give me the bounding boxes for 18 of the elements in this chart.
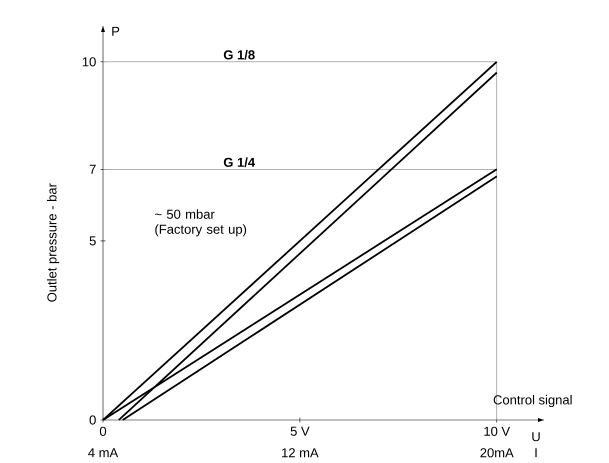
ref-line-label: G 1/8 xyxy=(224,50,255,60)
y-axis-title: Outlet pressure - bar xyxy=(46,183,60,302)
x2-tick-label: 4 mA xyxy=(88,448,118,458)
y-tick-label: 0 xyxy=(90,415,96,425)
annotation: ~ 50 mbar (Factory set up) xyxy=(155,209,246,236)
x-tick-label: 0 xyxy=(100,426,106,436)
ref-line-label: G 1/4 xyxy=(224,157,256,168)
y-tick-label: 10 xyxy=(82,57,96,66)
x-axis-title: U xyxy=(532,432,540,442)
y-tick-label: 5 xyxy=(90,236,96,246)
x-tick-label: 5 V xyxy=(290,426,310,436)
annotation: P xyxy=(112,26,120,36)
ref-line-label: Control signal xyxy=(494,394,572,408)
x2-tick-label: 20mA xyxy=(480,448,514,458)
x2-tick-label: 12 mA xyxy=(282,448,319,458)
x2-axis-title: I xyxy=(535,448,537,458)
x-tick-label: 10 V xyxy=(484,426,510,436)
y-tick-label: 7 xyxy=(90,164,96,174)
